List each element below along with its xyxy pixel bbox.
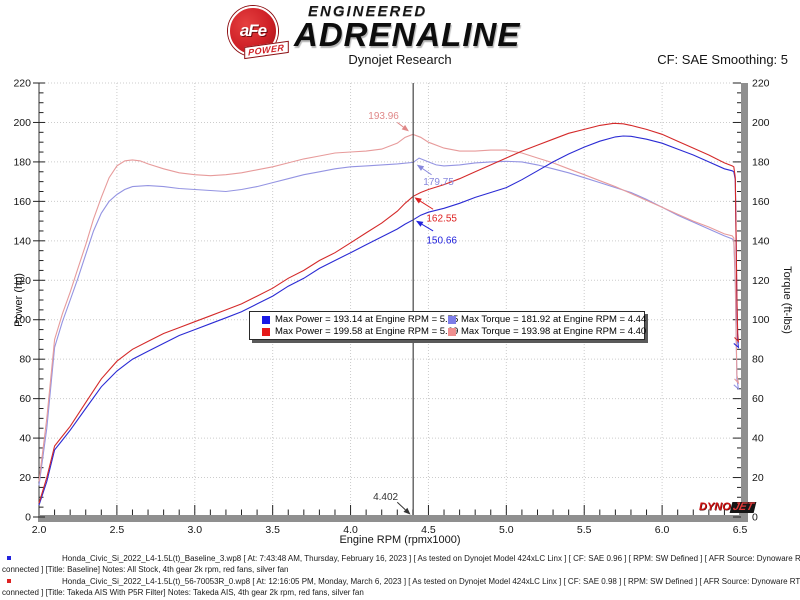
takeda-torque-curve bbox=[38, 133, 740, 482]
y-right-axis-title: Torque (ft-lbs) bbox=[781, 266, 793, 334]
legend-swatch-icon bbox=[448, 327, 456, 336]
legend-swatch-icon bbox=[448, 315, 456, 324]
legend-box[interactable]: Max Power = 193.14 at Engine RPM = 5.75 M… bbox=[249, 311, 646, 340]
annotation-arrow-head bbox=[414, 197, 422, 204]
run-info-line2: connected ] [Title: Takeda AIS With P5R … bbox=[2, 588, 364, 597]
x-axis-title: Engine RPM (rpmx1000) bbox=[339, 534, 461, 546]
x-tick-label: 3.0 bbox=[187, 524, 202, 536]
annotation-label: 162.55 bbox=[426, 214, 457, 225]
x-tick-label: 2.5 bbox=[110, 524, 125, 536]
legend-label: Max Power = 193.14 at Engine RPM = 5.75 bbox=[275, 314, 459, 325]
annotation-arrow-line bbox=[422, 168, 432, 176]
x-tick-label: 4.0 bbox=[343, 524, 358, 536]
legend-item: Max Torque = 193.98 at Engine RPM = 4.40 bbox=[448, 326, 646, 337]
annotation-arrow-line bbox=[396, 122, 404, 128]
afe-power-logo: aFe POWER ENGINEERED ADRENALINE bbox=[226, 3, 521, 60]
annotation-arrow-line bbox=[420, 200, 434, 210]
x-tick-label: 5.5 bbox=[577, 524, 592, 536]
y-left-tick-label: 200 bbox=[13, 117, 31, 129]
legend-label: Max Torque = 181.92 at Engine RPM = 4.44 bbox=[461, 314, 647, 325]
takeda-power-curve bbox=[38, 122, 740, 504]
y-left-tick-label: 140 bbox=[13, 235, 31, 247]
x-tick-label: 6.0 bbox=[655, 524, 670, 536]
y-right-tick-label: 140 bbox=[752, 235, 770, 247]
x-tick-label: 2.0 bbox=[32, 524, 47, 536]
y-right-tick-label: 200 bbox=[752, 117, 770, 129]
y-left-tick-label: 40 bbox=[19, 433, 31, 445]
tick-labels: 0 0 20 20 40 40 60 60 80 80 100 100 120 120 140 140 160 1… bbox=[13, 78, 769, 537]
y-left-axis-title: Power (hp) bbox=[13, 273, 25, 327]
run-info-line1: Honda_Civic_Si_2022_L4-1.5L(t)_56-70053R… bbox=[62, 577, 800, 586]
y-right-tick-label: 100 bbox=[752, 314, 770, 326]
y-right-tick-label: 160 bbox=[752, 196, 770, 208]
annotation-arrow-head bbox=[401, 124, 409, 132]
brand-wordmark: ENGINEERED ADRENALINE bbox=[294, 3, 521, 53]
annotation-arrow-line bbox=[421, 223, 434, 232]
legend-item: Max Power = 199.58 at Engine RPM = 5.69 bbox=[262, 326, 458, 337]
x-tick-label: 3.5 bbox=[265, 524, 280, 536]
smoothing-setting-label: CF: SAE Smoothing: 5 bbox=[657, 52, 788, 67]
legend-label: Max Power = 199.58 at Engine RPM = 5.69 bbox=[275, 326, 459, 337]
y-left-tick-label: 220 bbox=[13, 78, 31, 90]
y-right-tick-label: 120 bbox=[752, 275, 770, 287]
brand-line-adrenaline: ADRENALINE bbox=[294, 16, 521, 53]
legend-item: Max Power = 193.14 at Engine RPM = 5.75 bbox=[262, 314, 458, 325]
run-info-list: Honda_Civic_Si_2022_L4-1.5L(t)_Baseline_… bbox=[0, 553, 800, 599]
y-right-tick-label: 0 bbox=[752, 512, 758, 524]
y-right-tick-label: 60 bbox=[752, 393, 764, 405]
annotation-arrow-head bbox=[403, 507, 411, 515]
legend-label: Max Torque = 193.98 at Engine RPM = 4.40 bbox=[461, 326, 647, 337]
legend-swatch-icon bbox=[262, 315, 270, 324]
y-right-tick-label: 220 bbox=[752, 78, 770, 90]
y-right-tick-label: 180 bbox=[752, 156, 770, 168]
y-left-tick-label: 120 bbox=[13, 275, 31, 287]
annotations: 193.96 179.75 162.55 150.66 4.402 bbox=[368, 111, 457, 515]
y-left-tick-label: 0 bbox=[25, 512, 31, 524]
dynojet-logo: DYNOJET bbox=[699, 501, 757, 513]
y-left-tick-label: 100 bbox=[13, 314, 31, 326]
x-tick-label: 5.0 bbox=[499, 524, 514, 536]
annotation-label: 193.96 bbox=[368, 111, 399, 122]
run-info-row: Honda_Civic_Si_2022_L4-1.5L(t)_Baseline_… bbox=[0, 553, 800, 575]
y-right-tick-label: 20 bbox=[752, 472, 764, 484]
y-left-tick-label: 20 bbox=[19, 472, 31, 484]
run-info-row: Honda_Civic_Si_2022_L4-1.5L(t)_56-70053R… bbox=[0, 576, 800, 598]
legend-swatch-icon bbox=[262, 327, 270, 336]
dynojet-logo-part2: JET bbox=[729, 501, 757, 513]
annotation-arrow-line bbox=[396, 501, 406, 511]
afe-badge-icon: aFe POWER bbox=[226, 4, 289, 60]
y-left-tick-label: 60 bbox=[19, 393, 31, 405]
right-axis-bar bbox=[741, 83, 748, 522]
x-axis-bar bbox=[38, 515, 748, 522]
axis-ticks bbox=[33, 82, 741, 518]
run-info-line1: Honda_Civic_Si_2022_L4-1.5L(t)_Baseline_… bbox=[62, 554, 800, 563]
annotation-arrow-head bbox=[416, 164, 425, 171]
legend-item: Max Torque = 181.92 at Engine RPM = 4.44 bbox=[448, 314, 646, 325]
annotation-arrow-head bbox=[415, 220, 424, 227]
y-right-tick-label: 80 bbox=[752, 354, 764, 366]
run-info-line2: connected ] [Title: Baseline] Notes: All… bbox=[2, 565, 289, 574]
run-marker-icon bbox=[7, 556, 11, 560]
brand-line-engineered: ENGINEERED bbox=[308, 3, 428, 20]
afe-circle-text: aFe bbox=[239, 21, 267, 40]
annotation-label: 179.75 bbox=[423, 177, 454, 188]
run-marker-icon bbox=[7, 579, 11, 583]
baseline-torque-curve bbox=[38, 157, 740, 486]
baseline-power-curve bbox=[38, 135, 740, 506]
dynojet-logo-part1: DYNO bbox=[699, 501, 731, 513]
gridlines bbox=[39, 82, 740, 515]
y-left-tick-label: 160 bbox=[13, 196, 31, 208]
annotation-label: 4.402 bbox=[373, 492, 398, 503]
annotation-label: 150.66 bbox=[426, 235, 457, 246]
page-title: Dynojet Research bbox=[348, 52, 452, 67]
x-tick-label: 6.5 bbox=[733, 524, 748, 536]
x-tick-label: 4.5 bbox=[421, 524, 436, 536]
y-left-tick-label: 180 bbox=[13, 156, 31, 168]
y-left-tick-label: 80 bbox=[19, 354, 31, 366]
dyno-curves bbox=[38, 122, 740, 506]
y-right-tick-label: 40 bbox=[752, 433, 764, 445]
